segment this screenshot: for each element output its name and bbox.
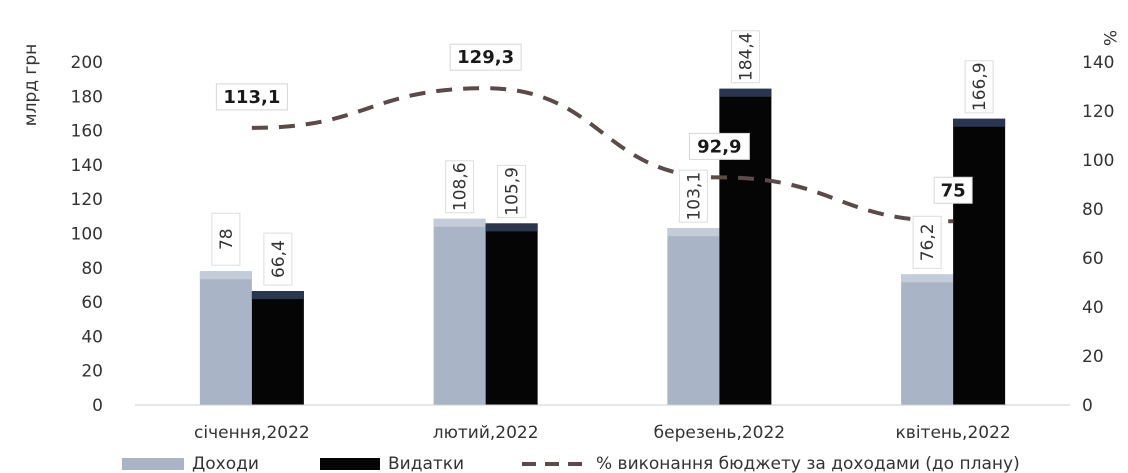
- y2-tick-label: 60: [1082, 249, 1104, 269]
- expense-data-label: 66,4: [269, 240, 289, 278]
- data-label-box: [678, 169, 708, 223]
- data-label-box: [964, 60, 994, 114]
- y-tick-label: 40: [81, 327, 103, 347]
- y-tick-label: 160: [71, 122, 103, 142]
- data-label-box: [912, 215, 942, 269]
- y2-tick-label: 140: [1082, 53, 1114, 73]
- y2-tick-label: 0: [1082, 396, 1093, 416]
- bar-top-cap: [901, 274, 954, 283]
- percent-label-box: [688, 132, 750, 160]
- y-axis-title: млрд грн: [21, 44, 41, 126]
- y2-tick-label: 100: [1082, 151, 1114, 171]
- data-label-box: [211, 212, 241, 266]
- expense-bar: [485, 223, 538, 405]
- expense-data-label: 166,9: [970, 62, 990, 111]
- y-tick-label: 80: [81, 259, 103, 279]
- x-category-label: січення,2022: [194, 423, 310, 443]
- income-data-label: 78: [217, 228, 237, 250]
- percent-label-box: [215, 83, 288, 111]
- percent-label-box: [933, 176, 973, 204]
- bars-layer: [199, 88, 1006, 405]
- y-tick-label: 120: [71, 190, 103, 210]
- bar-top-cap: [433, 218, 486, 227]
- percent-series-line: [251, 86, 954, 224]
- expense-data-label: 184,4: [736, 32, 756, 81]
- income-bar: [433, 218, 486, 405]
- expense-bar: [953, 118, 1006, 405]
- income-bar: [901, 274, 954, 405]
- x-category-label: березень,2022: [654, 423, 786, 443]
- percent-label-box: [449, 43, 522, 71]
- y2-tick-label: 20: [1082, 347, 1104, 367]
- bar-top-cap: [719, 88, 772, 97]
- y-tick-label: 20: [81, 362, 103, 382]
- data-label-box: [263, 232, 293, 286]
- expense-data-label: 105,9: [503, 167, 523, 216]
- income-data-label: 103,1: [684, 172, 704, 221]
- expense-bar: [251, 291, 304, 405]
- percent-data-label: 92,9: [697, 136, 741, 157]
- bar-top-cap: [667, 228, 720, 237]
- bar-top-cap: [953, 118, 1006, 127]
- data-label-box: [497, 164, 527, 218]
- legend-swatch-income: [122, 458, 184, 470]
- percent-data-label: 129,3: [457, 47, 514, 68]
- y-tick-label: 180: [71, 87, 103, 107]
- legend-label-expenses: Видатки: [388, 454, 464, 473]
- income-bar: [667, 228, 720, 405]
- income-bar: [199, 271, 252, 405]
- y-tick-label: 140: [71, 156, 103, 176]
- legend-label-percent: % виконання бюджету за доходами (до план…: [596, 454, 1020, 473]
- y-tick-label: 100: [71, 225, 103, 245]
- percent-data-label: 75: [941, 180, 966, 201]
- bar-top-cap: [485, 223, 538, 232]
- legend-label-income: Доходи: [192, 454, 259, 473]
- x-category-label: квітень,2022: [896, 423, 1011, 443]
- line-layer: [251, 86, 954, 224]
- y-tick-label: 0: [92, 396, 103, 416]
- income-data-label: 108,6: [451, 162, 471, 211]
- y2-tick-label: 120: [1082, 102, 1114, 122]
- y2-tick-label: 80: [1082, 200, 1104, 220]
- percent-data-label: 113,1: [223, 87, 280, 108]
- data-label-box: [445, 160, 475, 214]
- legend: Доходи Видатки % виконання бюджету за до…: [122, 454, 1020, 473]
- y2-axis-title: %: [1099, 30, 1119, 46]
- y2-tick-label: 40: [1082, 298, 1104, 318]
- x-category-label: лютий,2022: [433, 423, 539, 443]
- y-tick-label: 60: [81, 293, 103, 313]
- income-data-label: 76,2: [918, 223, 938, 261]
- bar-top-cap: [199, 271, 252, 280]
- y-tick-label: 200: [71, 53, 103, 73]
- data-label-box: [730, 30, 760, 84]
- bar-top-cap: [251, 291, 304, 300]
- legend-swatch-expenses: [320, 458, 380, 470]
- data-labels-layer: 78 108,6 103,1 76,2 66,4 105,9 184,4 166,9 113,1…: [211, 30, 994, 286]
- axes-layer: 0 20 40 60 80 100 120 140 160 180 200 0 20 40 60 80 100 1…: [71, 53, 1115, 443]
